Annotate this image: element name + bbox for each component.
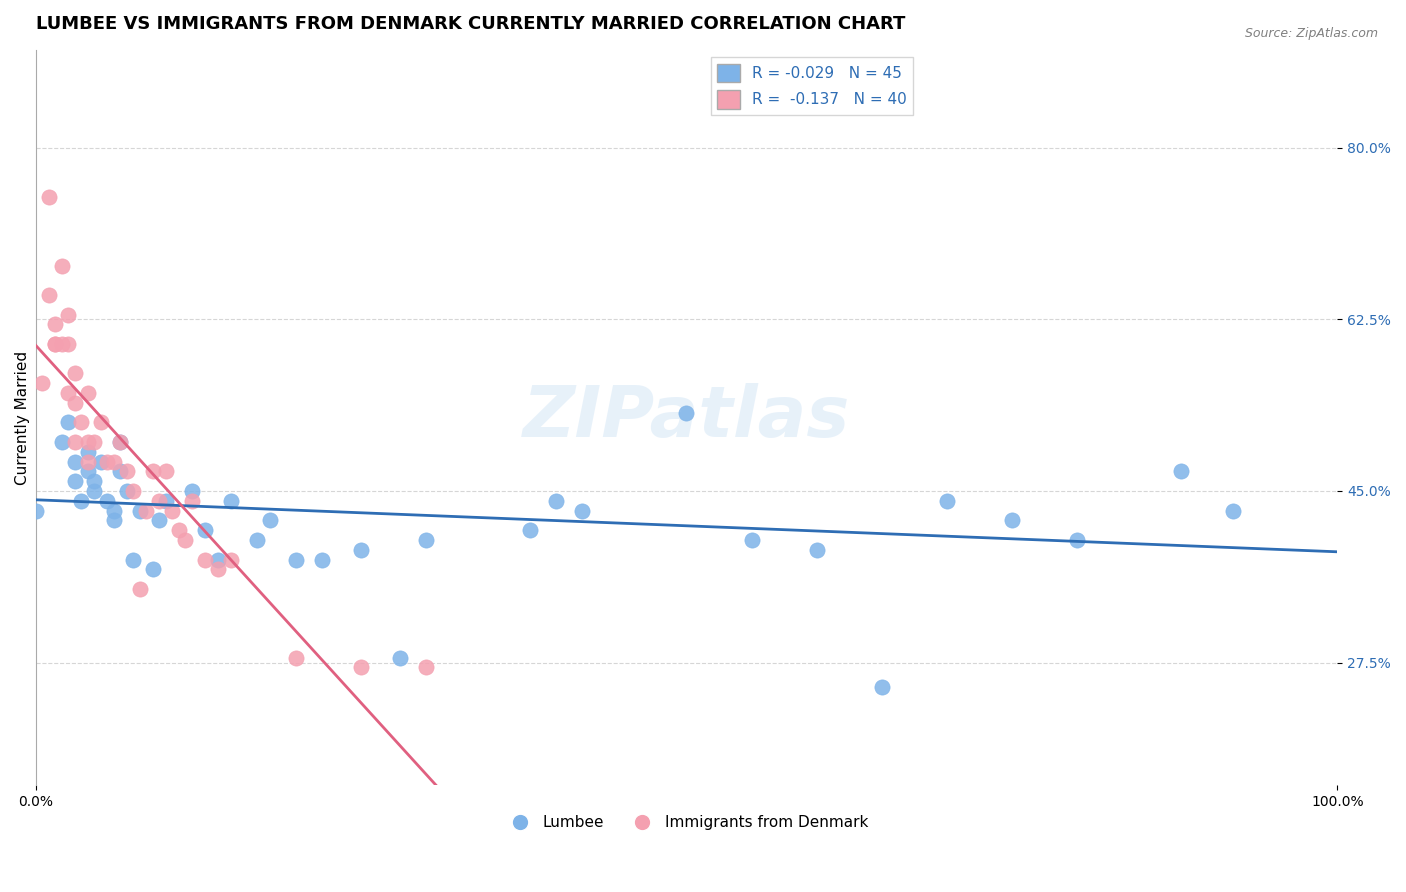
Point — [108, 434, 131, 449]
Point — [219, 552, 242, 566]
Point — [1222, 503, 1244, 517]
Point — [90, 454, 112, 468]
Point — [44, 337, 66, 351]
Point — [24, 503, 46, 517]
Point — [44, 318, 66, 332]
Point — [389, 650, 412, 665]
Point — [1170, 464, 1192, 478]
Point — [108, 464, 131, 478]
Legend: Lumbee, Immigrants from Denmark: Lumbee, Immigrants from Denmark — [498, 809, 875, 837]
Point — [546, 493, 568, 508]
Point — [519, 523, 541, 537]
Point — [935, 493, 957, 508]
Point — [44, 337, 66, 351]
Point — [128, 503, 150, 517]
Point — [135, 503, 157, 517]
Point — [311, 552, 333, 566]
Point — [70, 416, 93, 430]
Point — [76, 454, 98, 468]
Text: Source: ZipAtlas.com: Source: ZipAtlas.com — [1244, 27, 1378, 40]
Point — [56, 337, 79, 351]
Point — [741, 533, 763, 547]
Point — [38, 288, 60, 302]
Point — [284, 650, 307, 665]
Point — [142, 562, 165, 576]
Point — [122, 552, 145, 566]
Point — [675, 406, 697, 420]
Point — [415, 660, 437, 674]
Point — [259, 513, 281, 527]
Point — [806, 542, 828, 557]
Point — [51, 337, 73, 351]
Point — [83, 483, 105, 498]
Point — [350, 542, 373, 557]
Point — [83, 474, 105, 488]
Point — [103, 513, 125, 527]
Text: ZIPatlas: ZIPatlas — [523, 383, 851, 452]
Point — [56, 416, 79, 430]
Point — [56, 386, 79, 401]
Point — [415, 533, 437, 547]
Point — [90, 416, 112, 430]
Point — [63, 434, 86, 449]
Point — [115, 483, 138, 498]
Point — [128, 582, 150, 596]
Point — [76, 434, 98, 449]
Point — [180, 483, 202, 498]
Point — [63, 367, 86, 381]
Point — [76, 464, 98, 478]
Point — [63, 396, 86, 410]
Point — [155, 493, 177, 508]
Point — [207, 552, 229, 566]
Point — [246, 533, 269, 547]
Point — [51, 259, 73, 273]
Point — [51, 434, 73, 449]
Point — [180, 493, 202, 508]
Point — [103, 454, 125, 468]
Y-axis label: Currently Married: Currently Married — [15, 351, 30, 484]
Point — [350, 660, 373, 674]
Point — [31, 376, 53, 391]
Point — [1001, 513, 1024, 527]
Point — [142, 464, 165, 478]
Point — [571, 503, 593, 517]
Text: LUMBEE VS IMMIGRANTS FROM DENMARK CURRENTLY MARRIED CORRELATION CHART: LUMBEE VS IMMIGRANTS FROM DENMARK CURREN… — [35, 15, 905, 33]
Point — [194, 523, 217, 537]
Point — [870, 680, 893, 694]
Point — [56, 308, 79, 322]
Point — [38, 190, 60, 204]
Point — [207, 562, 229, 576]
Point — [96, 454, 118, 468]
Point — [148, 513, 170, 527]
Point — [122, 483, 145, 498]
Point — [76, 386, 98, 401]
Point — [155, 464, 177, 478]
Point — [63, 474, 86, 488]
Point — [70, 493, 93, 508]
Point — [148, 493, 170, 508]
Point — [219, 493, 242, 508]
Point — [76, 444, 98, 458]
Point — [284, 552, 307, 566]
Point — [194, 552, 217, 566]
Point — [162, 503, 184, 517]
Point — [83, 434, 105, 449]
Point — [174, 533, 197, 547]
Point — [115, 464, 138, 478]
Point — [167, 523, 190, 537]
Point — [103, 503, 125, 517]
Point — [96, 493, 118, 508]
Point — [63, 454, 86, 468]
Point — [1066, 533, 1088, 547]
Point — [108, 434, 131, 449]
